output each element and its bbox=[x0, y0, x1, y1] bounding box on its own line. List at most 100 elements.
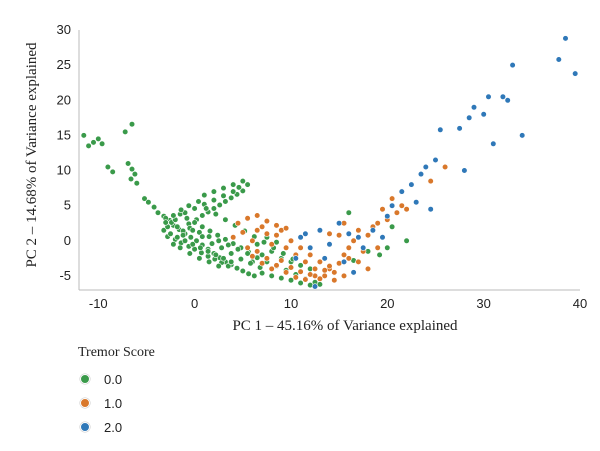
data-point bbox=[189, 241, 196, 248]
legend-title: Tremor Score bbox=[78, 345, 155, 360]
legend-item: 2.0 bbox=[78, 415, 155, 439]
data-point bbox=[311, 265, 319, 273]
data-point bbox=[398, 188, 405, 195]
y-tick-label: 20 bbox=[57, 92, 71, 107]
data-point bbox=[340, 272, 348, 280]
data-point bbox=[222, 236, 229, 243]
data-point bbox=[326, 230, 333, 237]
data-point bbox=[235, 184, 242, 191]
y-axis-label: PC 2 – 14.68% of Variance explained bbox=[24, 42, 40, 268]
data-point bbox=[316, 258, 324, 266]
x-ticks: -10 0 10 20 30 40 bbox=[89, 296, 587, 311]
data-point bbox=[350, 237, 357, 244]
x-tick-label: 10 bbox=[284, 296, 298, 311]
data-point bbox=[254, 212, 261, 219]
data-point bbox=[307, 244, 314, 251]
data-point bbox=[206, 233, 213, 240]
data-point bbox=[90, 139, 97, 146]
data-points bbox=[80, 35, 579, 290]
data-point bbox=[186, 250, 193, 257]
data-point bbox=[259, 251, 266, 258]
data-point bbox=[260, 239, 268, 246]
data-point bbox=[145, 199, 152, 206]
data-point bbox=[203, 205, 210, 212]
data-point bbox=[162, 219, 169, 226]
data-point bbox=[239, 187, 246, 194]
data-point bbox=[456, 125, 463, 132]
data-point bbox=[215, 263, 222, 270]
x-axis-label: PC 1 – 45.16% of Variance explained bbox=[232, 318, 458, 334]
data-point bbox=[263, 218, 271, 225]
data-point bbox=[244, 215, 251, 222]
data-point bbox=[413, 199, 420, 206]
data-point bbox=[197, 244, 204, 251]
data-point bbox=[251, 272, 258, 280]
y-tick-label: 25 bbox=[57, 57, 71, 72]
data-point bbox=[283, 225, 290, 232]
data-point bbox=[355, 227, 362, 234]
data-point bbox=[422, 163, 429, 171]
x-tick-label: -10 bbox=[89, 296, 108, 311]
data-point bbox=[340, 251, 348, 258]
data-point bbox=[287, 237, 295, 244]
data-point bbox=[220, 185, 227, 192]
data-point bbox=[268, 265, 275, 273]
data-point bbox=[326, 241, 333, 248]
data-point bbox=[432, 156, 439, 164]
data-point bbox=[80, 132, 87, 139]
y-tick-label: 30 bbox=[57, 22, 71, 37]
data-point bbox=[247, 260, 254, 267]
data-point bbox=[417, 171, 425, 178]
data-point bbox=[225, 263, 232, 270]
data-point bbox=[485, 93, 492, 100]
data-point bbox=[389, 223, 396, 230]
y-tick-label: -5 bbox=[59, 268, 71, 283]
data-point bbox=[154, 209, 162, 216]
x-tick-label: 40 bbox=[573, 296, 587, 311]
data-point bbox=[297, 262, 304, 269]
series-1.0 bbox=[230, 163, 449, 284]
data-point bbox=[160, 227, 167, 234]
data-point bbox=[234, 220, 242, 227]
data-point bbox=[214, 232, 221, 239]
data-point bbox=[287, 277, 295, 284]
data-point bbox=[297, 268, 304, 275]
data-point bbox=[189, 227, 196, 234]
data-point bbox=[398, 202, 405, 209]
data-point bbox=[259, 223, 266, 230]
data-point bbox=[208, 240, 216, 247]
legend: Tremor Score 0.0 1.0 2.0 bbox=[78, 345, 155, 439]
data-point bbox=[384, 244, 391, 251]
data-point bbox=[254, 227, 261, 234]
data-point bbox=[321, 255, 328, 262]
data-point bbox=[393, 209, 401, 216]
data-point bbox=[572, 70, 579, 77]
data-point bbox=[183, 215, 190, 222]
data-point bbox=[222, 198, 229, 205]
data-point bbox=[364, 265, 372, 273]
data-point bbox=[555, 56, 562, 63]
data-point bbox=[180, 232, 187, 239]
data-point bbox=[178, 206, 185, 213]
data-point bbox=[225, 241, 232, 249]
y-tick-label: 10 bbox=[57, 163, 71, 178]
data-point bbox=[287, 264, 295, 271]
data-point bbox=[228, 194, 235, 201]
data-point bbox=[316, 227, 324, 234]
data-point bbox=[336, 232, 343, 239]
data-point bbox=[239, 178, 246, 185]
data-point bbox=[466, 114, 473, 121]
legend-item: 1.0 bbox=[78, 391, 155, 415]
data-point bbox=[210, 188, 217, 195]
data-point bbox=[427, 178, 434, 185]
data-point bbox=[244, 244, 251, 251]
legend-marker bbox=[80, 422, 90, 432]
data-point bbox=[379, 206, 386, 213]
data-point bbox=[340, 258, 348, 266]
data-point bbox=[215, 237, 222, 244]
data-point bbox=[133, 180, 140, 187]
data-point bbox=[509, 61, 516, 69]
data-point bbox=[187, 234, 194, 241]
y-tick-label: 0 bbox=[64, 233, 71, 248]
data-point bbox=[345, 244, 352, 251]
